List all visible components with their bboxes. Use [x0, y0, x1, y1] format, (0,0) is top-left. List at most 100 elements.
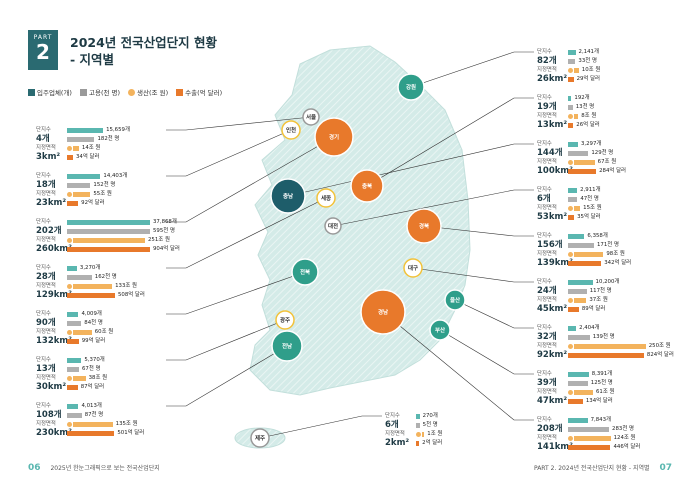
region-name: 대구	[408, 264, 418, 272]
production-value: 250조 원	[648, 343, 671, 349]
area-value: 129km²	[36, 290, 72, 300]
firms-value: 15,659개	[106, 127, 130, 133]
firms-value: 3,297개	[580, 141, 602, 147]
firms-bar	[568, 372, 589, 377]
legend-swatch	[79, 88, 87, 96]
area-value: 23km²	[36, 198, 67, 208]
jobs-value: 162천 명	[94, 274, 117, 280]
left-footer-text: 2025년 한눈그래픽으로 보는 전국산업단지	[50, 465, 160, 472]
complex-count-label: 단지수	[36, 173, 51, 179]
export-value: 35억 달러	[577, 214, 601, 220]
firms-bar	[67, 128, 104, 133]
export-bar	[568, 123, 574, 128]
production-value: 38조 원	[88, 375, 108, 381]
region-circle	[271, 330, 303, 362]
complex-count-label: 단지수	[537, 325, 552, 331]
complex-count-label: 단지수	[537, 417, 552, 423]
area-value: 100km²	[537, 166, 573, 176]
production-value: 8조 원	[581, 113, 597, 119]
production-value: 124조 원	[613, 435, 636, 441]
export-bar	[568, 353, 644, 358]
jobs-value: 125천 명	[590, 380, 613, 386]
firms-bar	[67, 266, 77, 271]
complex-count-value: 4개	[36, 134, 50, 144]
firms-bar	[568, 234, 585, 239]
complex-count-label: 단지수	[36, 219, 51, 225]
region-name: 울산	[450, 296, 460, 304]
leader-line	[166, 129, 292, 177]
production-icon	[568, 298, 573, 303]
jobs-bar	[67, 275, 92, 280]
firms-bar	[67, 404, 79, 409]
firms-value: 2,911개	[580, 187, 601, 193]
firms-bar	[67, 358, 82, 363]
complex-count-value: 202개	[36, 226, 62, 236]
production-icon	[67, 376, 72, 381]
production-bar	[574, 252, 604, 257]
production-bar	[574, 114, 579, 119]
region-block: 단지수 13개 지정면적 30km² 5,370개 67천 명 38조 원 87억 달러	[36, 356, 181, 402]
area-label: 지정면적	[36, 283, 56, 289]
production-value: 60조 원	[94, 329, 114, 335]
region-name: 제주	[255, 434, 265, 442]
jobs-value: 33천 명	[578, 58, 597, 64]
production-icon	[67, 422, 72, 427]
region-name: 충북	[362, 182, 372, 190]
region-block: 단지수 108개 지정면적 230km² 4,013개 87천 명 135조 원 501억 달…	[36, 402, 181, 448]
export-value: 501억 달러	[117, 430, 145, 436]
jobs-value: 152천 명	[93, 182, 116, 188]
leader-line	[382, 311, 534, 421]
left-page-number: 06	[28, 463, 41, 473]
complex-count-label: 단지수	[537, 49, 552, 55]
production-icon	[67, 146, 72, 151]
region-name: 광주	[280, 316, 290, 324]
jobs-value: 283천 명	[612, 426, 634, 432]
production-bar	[73, 146, 79, 151]
jobs-bar	[67, 367, 79, 372]
region-circle	[270, 178, 306, 214]
production-bar	[574, 298, 587, 303]
legend-label: 고용(천 명)	[88, 89, 121, 97]
jobs-value: 87천 명	[84, 412, 104, 418]
jobs-bar	[67, 321, 82, 326]
complex-count-label: 단지수	[36, 127, 51, 133]
area-label: 지정면적	[537, 67, 557, 73]
production-bar	[574, 206, 581, 211]
legend: 입주업체(개) 고용(천 명) 생산(조 원) 수출(억 달러)	[28, 87, 222, 97]
export-bar	[568, 77, 574, 82]
production-bar	[73, 330, 92, 335]
production-bar	[574, 68, 579, 73]
export-bar	[67, 431, 115, 436]
production-bar	[574, 160, 595, 165]
firms-value: 8,391개	[591, 371, 613, 377]
jobs-bar	[67, 137, 95, 142]
area-label: 지정면적	[537, 389, 557, 395]
jobs-bar	[568, 197, 578, 202]
jobs-bar	[568, 335, 590, 340]
jobs-bar	[67, 413, 82, 418]
area-label: 지정면적	[36, 421, 56, 427]
legend-swatch	[176, 88, 184, 96]
region-circle	[324, 217, 342, 235]
jobs-bar	[67, 229, 150, 234]
export-value: 99억 달러	[81, 338, 106, 344]
production-icon	[67, 330, 72, 335]
firms-bar	[568, 418, 588, 423]
region-circle	[444, 289, 466, 311]
jobs-bar	[568, 289, 587, 294]
export-value: 284억 달러	[599, 168, 627, 174]
export-value: 446억 달러	[613, 444, 641, 450]
complex-count-value: 24개	[537, 286, 557, 296]
region-circle	[275, 310, 295, 330]
export-value: 824억 달러	[646, 352, 674, 358]
jobs-bar	[67, 183, 91, 188]
leader-line	[439, 329, 534, 375]
production-icon	[568, 344, 573, 349]
part-number: 2	[36, 40, 50, 64]
leader-line	[410, 51, 534, 88]
area-label: 지정면적	[36, 145, 56, 151]
production-value: 67조 원	[597, 159, 617, 165]
export-bar	[67, 247, 150, 252]
